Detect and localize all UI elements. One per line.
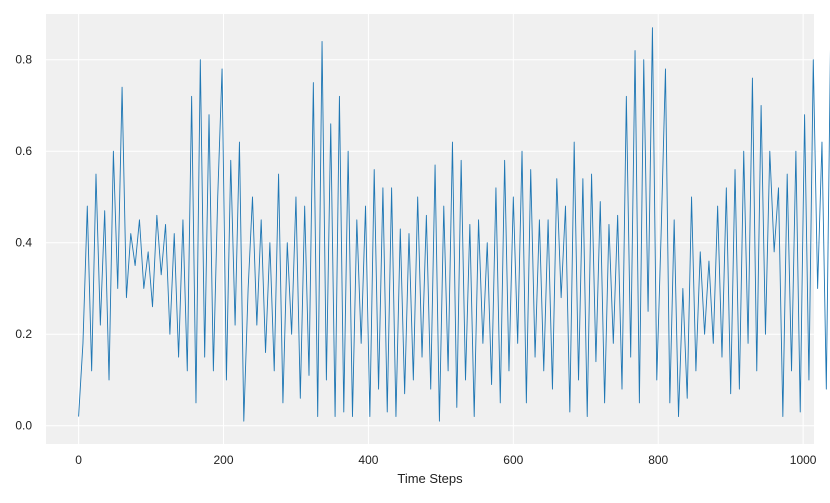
x-tick-label: 1000	[790, 453, 817, 467]
x-tick-label: 200	[213, 453, 233, 467]
y-tick-label: 0.6	[15, 144, 32, 158]
y-tick-label: 0.0	[15, 419, 32, 433]
plot-background	[46, 14, 814, 444]
x-tick-label: 0	[75, 453, 82, 467]
x-axis-ticks: 0 200 400 600 800 1000	[75, 453, 817, 467]
x-tick-label: 800	[648, 453, 668, 467]
y-tick-label: 0.4	[15, 236, 32, 250]
x-tick-label: 400	[358, 453, 378, 467]
x-tick-label: 600	[503, 453, 523, 467]
y-tick-label: 0.2	[15, 327, 32, 341]
x-axis-label: Time Steps	[397, 471, 463, 486]
y-tick-label: 0.8	[15, 53, 32, 67]
series-layer	[78, 27, 830, 422]
series-line	[78, 27, 830, 422]
y-axis-ticks: 0.0 0.2 0.4 0.6 0.8	[15, 53, 32, 433]
